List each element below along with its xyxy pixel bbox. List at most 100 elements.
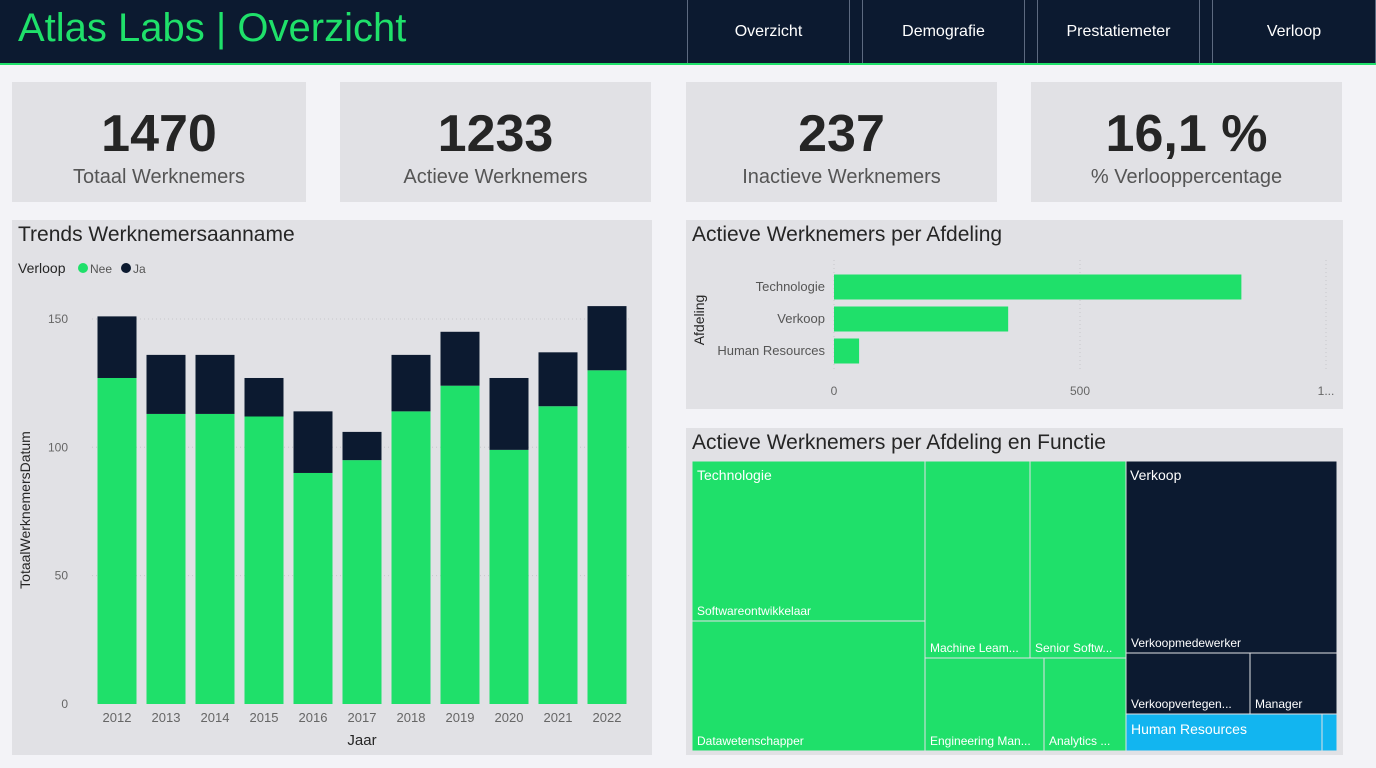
x-tick-label: 0 (831, 384, 838, 398)
nav-prestatiemeter-button[interactable]: Prestatiemeter (1037, 0, 1200, 63)
bar-ja-2020 (489, 377, 529, 450)
treemap-tile (1125, 713, 1338, 752)
y-tick-label: 50 (55, 569, 69, 583)
bar-verkoop (834, 306, 1009, 332)
y-tick-label: 0 (61, 697, 68, 711)
kpi-value: 1470 (101, 105, 217, 163)
y-tick-label: Human Resources (717, 343, 825, 358)
legend-ja-marker (121, 263, 131, 273)
header-bar: Atlas Labs | Overzicht Overzicht Demogra… (0, 0, 1376, 65)
legend-nee-marker (78, 263, 88, 273)
bar-nee-2017 (342, 460, 382, 704)
x-tick-label: 2019 (446, 710, 475, 725)
treemap-tile-label: Machine Leam... (930, 641, 1019, 655)
treemap-tile (1249, 652, 1338, 715)
hiring-trend-panel: Trends Werknemersaanname Verloop Nee Ja 0 50… (12, 220, 652, 755)
nav-overzicht-button[interactable]: Overzicht (687, 0, 850, 63)
treemap-group-label: Technologie (697, 467, 772, 483)
treemap-tile-label: Softwareontwikkelaar (697, 604, 811, 618)
bar-ja-2016 (293, 411, 333, 473)
bar-ja-2014 (195, 354, 235, 414)
bar-ja-2015 (244, 377, 284, 417)
dept-bar-title: Actieve Werknemers per Afdeling (692, 223, 1003, 246)
bar-ja-2013 (146, 354, 186, 414)
treemap-title: Actieve Werknemers per Afdeling en Funct… (692, 431, 1106, 454)
bar-human-resources (834, 338, 860, 364)
x-tick-label: 2017 (348, 710, 377, 725)
bar-ja-2022 (587, 306, 627, 371)
dept-bar-panel: Actieve Werknemers per Afdeling 0 500 1...… (686, 220, 1343, 409)
treemap-tile (924, 460, 1031, 659)
bar-nee-2015 (244, 416, 284, 704)
hiring-trend-title: Trends Werknemersaanname (18, 223, 295, 246)
bar-nee-2013 (146, 413, 186, 704)
y-tick-label: Verkoop (777, 311, 825, 326)
treemap-tile-label: Manager (1255, 697, 1302, 711)
x-tick-label: 2018 (397, 710, 426, 725)
legend-title: Verloop (18, 260, 66, 276)
kpi-card-inactive: 237 Inactieve Werknemers (686, 82, 997, 202)
treemap-group-label: Verkoop (1130, 467, 1182, 483)
treemap-tile-label: Datawetenschapper (697, 734, 804, 748)
kpi-card-attrition: 16,1 % % Verlooppercentage (1031, 82, 1342, 202)
bar-nee-2022 (587, 370, 627, 704)
nav-demografie-button[interactable]: Demografie (862, 0, 1025, 63)
treemap-tile-label: Engineering Man... (930, 734, 1031, 748)
bar-nee-2012 (97, 377, 137, 704)
x-tick-label: 2015 (250, 710, 279, 725)
kpi-value: 237 (798, 105, 885, 163)
y-axis-label: Afdeling (691, 295, 707, 346)
bar-nee-2020 (489, 449, 529, 704)
bar-nee-2014 (195, 413, 235, 704)
treemap-tile (691, 620, 926, 752)
bar-nee-2021 (538, 406, 578, 704)
y-tick-label: Technologie (756, 279, 825, 294)
treemap-panel: Actieve Werknemers per Afdeling en Funct… (686, 428, 1343, 755)
treemap-tile (1029, 460, 1127, 659)
x-tick-label: 2022 (593, 710, 622, 725)
bar-nee-2019 (440, 385, 480, 704)
kpi-card-active: 1233 Actieve Werknemers (340, 82, 651, 202)
treemap-chart: Softwareontwikkelaar Datawetenschapper Mac… (691, 460, 1338, 752)
x-tick-label: 2021 (544, 710, 573, 725)
legend-ja-label: Ja (133, 262, 146, 276)
treemap-group-label: Human Resources (1131, 721, 1247, 737)
x-tick-label: 2016 (299, 710, 328, 725)
y-tick-label: 150 (48, 312, 68, 326)
kpi-label: Actieve Werknemers (403, 166, 588, 188)
x-tick-label: 500 (1070, 384, 1090, 398)
nav-verloop-button[interactable]: Verloop (1212, 0, 1376, 63)
bar-nee-2018 (391, 411, 431, 704)
bar-nee-2016 (293, 472, 333, 704)
bar-technologie (834, 274, 1242, 300)
dashboard-title: Atlas Labs | Overzicht (18, 6, 407, 50)
treemap-tile-label: Analytics ... (1049, 734, 1110, 748)
bar-ja-2012 (97, 316, 137, 378)
x-axis-label: Jaar (347, 732, 376, 749)
x-tick-label: 1... (1318, 384, 1335, 398)
x-tick-label: 2013 (152, 710, 181, 725)
x-tick-label: 2020 (495, 710, 524, 725)
bar-ja-2019 (440, 331, 480, 386)
bar-ja-2017 (342, 431, 382, 461)
dept-bar-chart: 0 500 1... Afdeling Technologie Verkoop Human … (691, 260, 1335, 398)
treemap-tile (924, 657, 1045, 752)
kpi-value: 16,1 % (1105, 105, 1268, 163)
x-tick-label: 2014 (201, 710, 230, 725)
kpi-label: Inactieve Werknemers (742, 166, 941, 188)
treemap-tile (1125, 460, 1338, 654)
treemap-tile-label: Senior Softw... (1035, 641, 1112, 655)
legend-nee-label: Nee (90, 262, 112, 276)
y-axis-label: TotaalWerknemersDatum (17, 431, 33, 589)
treemap-tile-label: Verkoopmedewerker (1131, 636, 1241, 650)
kpi-label: % Verlooppercentage (1090, 166, 1283, 188)
kpi-value: 1233 (437, 105, 554, 163)
y-tick-label: 100 (48, 440, 68, 454)
kpi-label: Totaal Werknemers (73, 166, 245, 188)
x-tick-label: 2012 (103, 710, 132, 725)
bar-ja-2018 (391, 354, 431, 412)
bar-ja-2021 (538, 352, 578, 407)
kpi-card-total: 1470 Totaal Werknemers (12, 82, 306, 202)
treemap-tile (691, 460, 926, 622)
treemap-tile-label: Verkoopvertegen... (1131, 697, 1232, 711)
